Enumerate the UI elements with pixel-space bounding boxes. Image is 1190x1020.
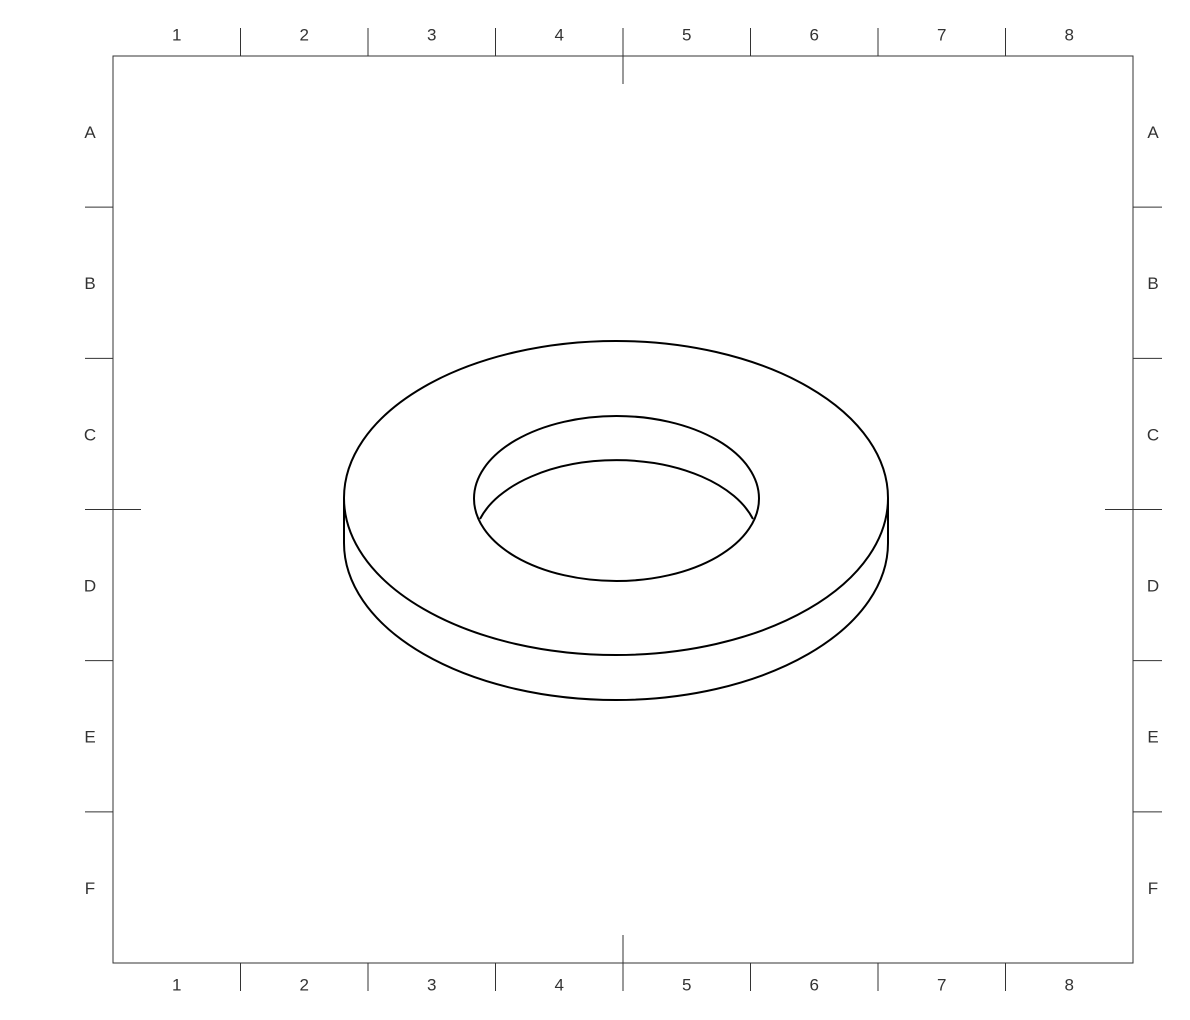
column-label-top: 7 bbox=[937, 25, 946, 44]
row-label-left: E bbox=[84, 728, 95, 747]
column-label-bottom: 5 bbox=[682, 975, 691, 994]
row-label-left: A bbox=[84, 123, 96, 142]
row-label-left: C bbox=[84, 425, 96, 444]
row-label-left: F bbox=[85, 879, 95, 898]
row-label-right: F bbox=[1148, 879, 1158, 898]
column-label-bottom: 6 bbox=[810, 975, 819, 994]
column-label-top: 8 bbox=[1065, 25, 1074, 44]
row-label-left: B bbox=[84, 274, 95, 293]
sheet-border bbox=[85, 28, 1162, 991]
column-label-top: 1 bbox=[172, 25, 181, 44]
column-label-top: 3 bbox=[427, 25, 436, 44]
column-label-top: 2 bbox=[300, 25, 309, 44]
row-label-right: E bbox=[1147, 728, 1158, 747]
column-label-top: 6 bbox=[810, 25, 819, 44]
column-label-top: 5 bbox=[682, 25, 691, 44]
inner-bore-bottom-edge bbox=[479, 459, 754, 520]
frame-rect bbox=[112, 55, 1134, 964]
column-label-bottom: 8 bbox=[1065, 975, 1074, 994]
row-label-right: B bbox=[1147, 274, 1158, 293]
column-label-bottom: 3 bbox=[427, 975, 436, 994]
column-label-bottom: 4 bbox=[555, 975, 564, 994]
column-label-bottom: 2 bbox=[300, 975, 309, 994]
outer-bottom-edge bbox=[343, 542, 889, 701]
column-label-bottom: 7 bbox=[937, 975, 946, 994]
row-label-right: A bbox=[1147, 123, 1159, 142]
outer-top-edge bbox=[343, 340, 889, 656]
column-label-top: 4 bbox=[555, 25, 564, 44]
row-label-right: C bbox=[1147, 425, 1159, 444]
row-label-left: D bbox=[84, 577, 96, 596]
washer-drawing bbox=[343, 340, 889, 701]
row-label-right: D bbox=[1147, 577, 1159, 596]
inner-bore-top-edge bbox=[473, 415, 760, 582]
zone-labels: 1 1 2 2 3 3 4 4 5 5 6 6 7 7 8 8 A A B B C C D D E E F F bbox=[84, 25, 1159, 994]
column-label-bottom: 1 bbox=[172, 975, 181, 994]
